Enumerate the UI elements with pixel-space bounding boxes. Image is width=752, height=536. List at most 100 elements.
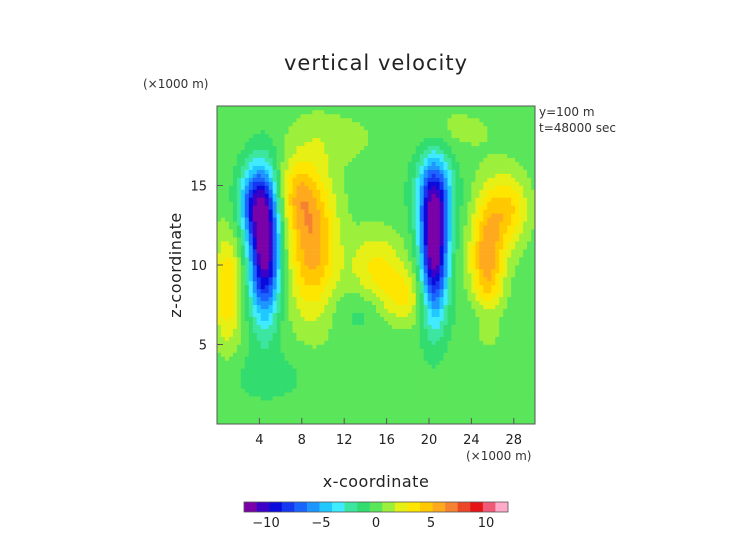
heatmap-cell xyxy=(356,272,361,278)
heatmap-cell xyxy=(447,292,452,298)
heatmap-cell xyxy=(284,225,289,230)
heatmap-cell xyxy=(256,245,262,250)
heatmap-cell xyxy=(280,157,285,162)
heatmap-cell xyxy=(395,396,401,401)
heatmap-cell xyxy=(340,408,345,413)
heatmap-cell xyxy=(284,237,289,242)
heatmap-cell xyxy=(240,217,246,222)
heatmap-cell xyxy=(284,245,289,250)
heatmap-cell xyxy=(395,189,401,194)
heatmap-cell xyxy=(387,177,393,182)
heatmap-cell xyxy=(376,348,381,353)
heatmap-cell xyxy=(236,328,242,333)
heatmap-cell xyxy=(407,221,413,226)
heatmap-cell xyxy=(435,133,440,139)
heatmap-cell xyxy=(419,352,425,357)
heatmap-cell xyxy=(364,284,369,290)
heatmap-cell xyxy=(308,284,313,290)
heatmap-cell xyxy=(248,265,254,270)
heatmap-cell xyxy=(435,316,440,321)
heatmap-cell xyxy=(348,145,353,151)
heatmap-cell xyxy=(419,316,425,321)
heatmap-cell xyxy=(415,416,421,421)
heatmap-cell xyxy=(268,328,273,333)
heatmap-cell xyxy=(391,412,397,417)
heatmap-cell xyxy=(217,388,222,393)
heatmap-cell xyxy=(376,129,381,135)
heatmap-cell xyxy=(415,237,421,242)
heatmap-cell xyxy=(395,149,401,154)
heatmap-cell xyxy=(292,352,297,357)
heatmap-cell xyxy=(419,245,425,250)
heatmap-cell xyxy=(240,185,246,190)
heatmap-cell xyxy=(391,356,397,361)
heatmap-cell xyxy=(224,189,230,194)
heatmap-cell xyxy=(431,372,436,377)
heatmap-cell xyxy=(443,320,448,325)
heatmap-cell xyxy=(427,272,432,278)
heatmap-cell xyxy=(415,292,421,298)
heatmap-cell xyxy=(427,193,432,198)
heatmap-cell xyxy=(368,249,373,254)
heatmap-cell xyxy=(320,193,325,198)
heatmap-cell xyxy=(316,157,321,162)
heatmap-cell xyxy=(272,205,277,210)
heatmap-cell xyxy=(399,209,405,214)
heatmap-cell xyxy=(364,296,369,302)
heatmap-cell xyxy=(455,388,460,393)
heatmap-cell xyxy=(268,380,273,385)
heatmap-cell xyxy=(324,221,329,226)
heatmap-cell xyxy=(280,225,285,230)
heatmap-cell xyxy=(383,177,389,182)
heatmap-cell xyxy=(292,320,297,325)
heatmap-cell xyxy=(332,197,337,202)
heatmap-cell xyxy=(264,106,269,111)
heatmap-cell xyxy=(431,265,436,270)
heatmap-cell xyxy=(447,129,452,135)
heatmap-cell xyxy=(368,384,373,389)
heatmap-cell xyxy=(296,257,301,262)
heatmap-cell xyxy=(284,177,289,182)
heatmap-cell xyxy=(296,364,301,369)
heatmap-cell xyxy=(372,257,377,262)
heatmap-cell xyxy=(256,225,262,230)
heatmap-cell xyxy=(352,348,357,353)
heatmap-cell xyxy=(387,356,393,361)
heatmap-cell xyxy=(379,177,385,182)
heatmap-cell xyxy=(220,292,226,298)
heatmap-cell xyxy=(352,400,357,405)
heatmap-cell xyxy=(324,384,329,389)
heatmap-cell xyxy=(260,272,266,278)
heatmap-cell xyxy=(312,272,317,278)
heatmap-cell xyxy=(217,241,222,246)
heatmap-cell xyxy=(280,408,285,413)
heatmap-cell xyxy=(455,245,460,250)
heatmap-cell xyxy=(376,308,381,314)
heatmap-cell xyxy=(399,364,405,369)
heatmap-cell xyxy=(308,388,313,393)
heatmap-cell xyxy=(236,400,242,405)
heatmap-cell xyxy=(217,153,222,158)
heatmap-cell xyxy=(272,125,277,131)
heatmap-cell xyxy=(411,177,417,182)
heatmap-cell xyxy=(407,388,413,393)
heatmap-cell xyxy=(352,268,357,274)
heatmap-cell xyxy=(308,412,313,417)
heatmap-cell xyxy=(220,201,226,206)
heatmap-cell xyxy=(308,316,313,321)
heatmap-cell xyxy=(455,384,460,389)
heatmap-cell xyxy=(288,384,293,389)
heatmap-cell xyxy=(296,149,301,154)
heatmap-cell xyxy=(264,213,269,218)
heatmap-cell xyxy=(272,261,277,266)
heatmap-cell xyxy=(443,257,448,262)
heatmap-cell xyxy=(280,209,285,214)
heatmap-cell xyxy=(272,181,277,186)
heatmap-cell xyxy=(240,328,246,333)
heatmap-cell xyxy=(364,344,369,349)
heatmap-cell xyxy=(336,396,341,401)
heatmap-cell xyxy=(360,332,365,337)
heatmap-cell xyxy=(256,312,262,317)
heatmap-cell xyxy=(415,121,421,127)
heatmap-cell xyxy=(272,308,277,314)
